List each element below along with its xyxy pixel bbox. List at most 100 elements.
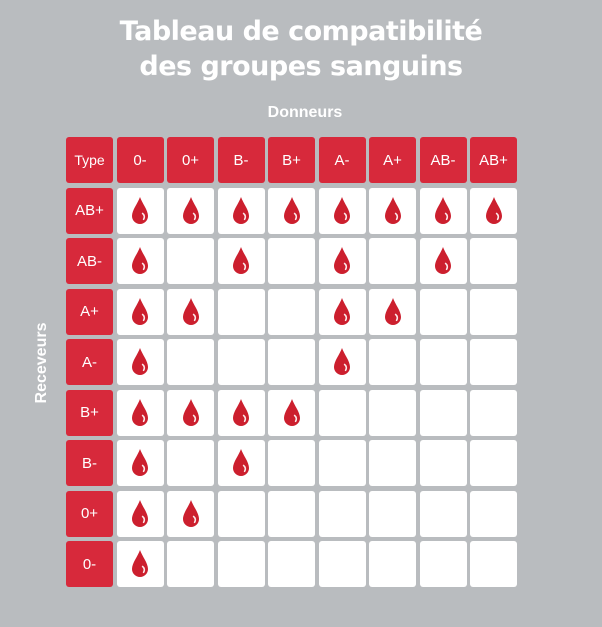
blood-drop-icon — [181, 297, 201, 327]
receiver-header: A+ — [66, 288, 113, 335]
compatibility-cell — [470, 288, 517, 335]
compatibility-cell — [167, 389, 214, 436]
receiver-header: AB- — [66, 238, 113, 284]
compatibility-cell — [217, 440, 265, 486]
blood-drop-icon — [433, 246, 453, 276]
blood-drop-icon — [484, 196, 504, 226]
compatibility-cell — [419, 541, 467, 587]
blood-drop-icon — [282, 398, 302, 428]
blood-drop-icon — [332, 347, 352, 377]
blood-drop-icon — [231, 398, 251, 428]
compatibility-cell — [116, 541, 164, 587]
blood-drop-icon — [433, 196, 453, 226]
title-line-2: des groupes sanguins — [139, 51, 463, 82]
blood-drop-icon — [282, 196, 302, 226]
compatibility-cell — [369, 187, 416, 234]
compatibility-cell — [419, 288, 467, 335]
compatibility-cell — [116, 389, 164, 436]
blood-drop-icon — [130, 499, 150, 529]
blood-drop-icon — [130, 347, 150, 377]
blood-drop-icon — [332, 246, 352, 276]
compatibility-table: Type 0- 0+ B- B+ A- A+ AB- AB+ AB+ AB- A+ A- B+ B- 0+ 0… — [66, 137, 517, 587]
compatibility-cell — [217, 490, 265, 537]
blood-drop-icon — [231, 196, 251, 226]
compatibility-cell — [217, 187, 265, 234]
compatibility-cell — [419, 440, 467, 486]
compatibility-cell — [470, 187, 517, 234]
compatibility-cell — [116, 440, 164, 486]
receiver-header: B+ — [66, 389, 113, 436]
compatibility-cell — [419, 339, 467, 385]
blood-drop-icon — [130, 549, 150, 579]
blood-drop-icon — [130, 297, 150, 327]
compatibility-cell — [116, 288, 164, 335]
compatibility-cell — [318, 187, 366, 234]
compatibility-cell — [116, 339, 164, 385]
blood-drop-icon — [181, 196, 201, 226]
donor-header: 0+ — [167, 137, 214, 183]
receiver-header: 0- — [66, 541, 113, 587]
compatibility-cell — [217, 288, 265, 335]
compatibility-cell — [369, 288, 416, 335]
compatibility-cell — [167, 238, 214, 284]
donor-header: AB- — [419, 137, 467, 183]
compatibility-cell — [318, 440, 366, 486]
blood-drop-icon — [130, 398, 150, 428]
compatibility-cell — [419, 490, 467, 537]
receiver-header: 0+ — [66, 490, 113, 537]
compatibility-cell — [167, 339, 214, 385]
blood-drop-icon — [231, 448, 251, 478]
compatibility-cell — [318, 339, 366, 385]
compatibility-cell — [369, 440, 416, 486]
compatibility-cell — [318, 389, 366, 436]
compatibility-cell — [268, 490, 315, 537]
compatibility-cell — [318, 490, 366, 537]
compatibility-cell — [369, 339, 416, 385]
blood-drop-icon — [332, 297, 352, 327]
compatibility-cell — [116, 490, 164, 537]
compatibility-cell — [116, 238, 164, 284]
donor-header: B+ — [268, 137, 315, 183]
compatibility-cell — [470, 389, 517, 436]
compatibility-cell — [470, 339, 517, 385]
compatibility-cell — [268, 389, 315, 436]
compatibility-cell — [369, 541, 416, 587]
compatibility-cell — [318, 238, 366, 284]
compatibility-cell — [268, 541, 315, 587]
blood-drop-icon — [332, 196, 352, 226]
receivers-axis-label: Receveurs — [33, 322, 50, 404]
compatibility-cell — [217, 389, 265, 436]
compatibility-cell — [167, 288, 214, 335]
title-line-1: Tableau de compatibilité — [119, 16, 483, 47]
compatibility-cell — [419, 389, 467, 436]
blood-drop-icon — [130, 246, 150, 276]
blood-drop-icon — [181, 398, 201, 428]
corner-header: Type — [66, 137, 113, 183]
compatibility-cell — [167, 187, 214, 234]
blood-drop-icon — [383, 297, 403, 327]
donor-header: AB+ — [470, 137, 517, 183]
compatibility-cell — [268, 238, 315, 284]
compatibility-cell — [419, 238, 467, 284]
page-title: Tableau de compatibilité des groupes san… — [0, 14, 602, 84]
compatibility-cell — [318, 541, 366, 587]
compatibility-cell — [268, 339, 315, 385]
donors-axis-label: Donneurs — [267, 104, 343, 121]
compatibility-cell — [268, 288, 315, 335]
compatibility-cell — [470, 541, 517, 587]
compatibility-cell — [217, 238, 265, 284]
compatibility-cell — [167, 541, 214, 587]
compatibility-cell — [369, 238, 416, 284]
blood-drop-icon — [231, 246, 251, 276]
compatibility-cell — [167, 490, 214, 537]
blood-drop-icon — [383, 196, 403, 226]
donor-header: A- — [318, 137, 366, 183]
compatibility-cell — [419, 187, 467, 234]
blood-drop-icon — [130, 196, 150, 226]
blood-drop-icon — [181, 499, 201, 529]
receiver-header: A- — [66, 339, 113, 385]
compatibility-cell — [470, 490, 517, 537]
compatibility-cell — [369, 490, 416, 537]
compatibility-cell — [470, 440, 517, 486]
compatibility-cell — [268, 440, 315, 486]
